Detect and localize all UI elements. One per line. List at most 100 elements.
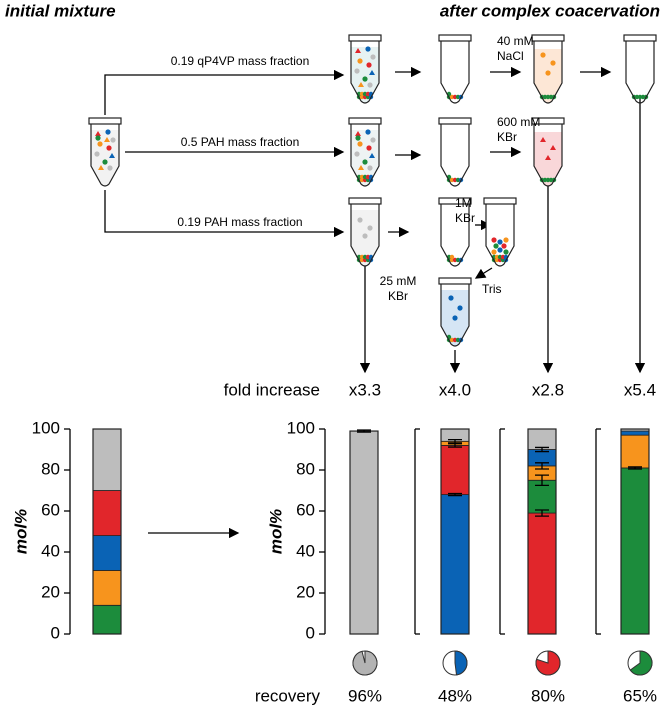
tube-body <box>350 41 380 104</box>
tube-dot <box>448 295 454 301</box>
y-tick-label: 40 <box>41 541 60 560</box>
tube-dot <box>102 159 108 165</box>
bar-segment <box>349 430 379 635</box>
y-tick-label: 0 <box>51 623 60 642</box>
tube-dot <box>545 70 551 76</box>
tube <box>438 277 472 347</box>
tube-body <box>533 124 563 187</box>
tube-dot <box>452 315 458 321</box>
tube-body <box>350 124 380 187</box>
pie-wedge <box>629 650 653 676</box>
tube-dot <box>355 48 361 53</box>
tube <box>531 117 565 187</box>
tube-dot <box>105 129 111 135</box>
y-tick-label: 20 <box>41 582 60 601</box>
tube-dot <box>355 135 361 141</box>
tube-cap <box>348 117 382 125</box>
recovery-value: 65% <box>623 686 657 705</box>
tube <box>438 197 472 267</box>
tube-cap <box>438 34 472 42</box>
tube <box>88 117 122 187</box>
pie-wedge <box>535 650 561 676</box>
bar-outline <box>92 428 122 635</box>
error-bar <box>535 509 549 517</box>
tube-cap <box>88 117 122 125</box>
tube-dot <box>366 145 372 151</box>
tube-body <box>440 284 470 347</box>
fold-label: fold increase <box>224 380 320 399</box>
tube-dot <box>491 237 497 243</box>
tube-body <box>90 124 120 187</box>
tube-body <box>350 204 380 267</box>
bar-segment <box>92 490 122 536</box>
tube-dot <box>95 131 101 136</box>
error-bar <box>535 462 549 470</box>
tube-cap <box>483 197 517 205</box>
tube-dot <box>354 68 360 74</box>
tube-dot <box>370 54 376 60</box>
bar-outline <box>620 428 650 635</box>
fold-value: x3.3 <box>349 380 381 399</box>
tube <box>531 34 565 104</box>
y-tick-label: 40 <box>296 541 315 560</box>
bar-segment <box>527 428 557 450</box>
reagent-label: KBr <box>497 130 517 144</box>
y-tick-label: 0 <box>306 623 315 642</box>
tube-dot <box>110 137 116 143</box>
reagent-label: 1M <box>455 196 472 210</box>
tube <box>348 34 382 104</box>
reagent-label: 40 mM <box>497 34 534 48</box>
recovery-value: 48% <box>438 686 472 705</box>
error-bar <box>628 466 642 470</box>
tube-body <box>440 124 470 187</box>
tube-dot <box>354 151 360 157</box>
tube-dot <box>369 153 375 158</box>
tube-dot <box>365 129 371 135</box>
tube-dot <box>362 159 368 165</box>
route-label: 0.5 PAH mass fraction <box>181 135 300 149</box>
error-bar <box>448 492 462 497</box>
tube-dot <box>362 76 368 82</box>
recovery-value: 80% <box>531 686 565 705</box>
tube <box>623 34 657 104</box>
tube-dot <box>493 243 499 249</box>
bar-outline <box>440 428 470 635</box>
tube-dot <box>355 131 361 136</box>
y-tick-label: 20 <box>296 582 315 601</box>
tube-cap <box>348 34 382 42</box>
tube-dot <box>497 247 503 253</box>
reagent-label: 25 mM <box>380 274 417 288</box>
reagent-label: 600 mM <box>497 115 540 129</box>
bar-segment <box>92 570 122 606</box>
tube-dot <box>457 305 463 311</box>
reagent-label: Tris <box>482 282 502 296</box>
tube-dot <box>491 249 497 255</box>
tube-dot <box>501 243 507 249</box>
bar-segment <box>620 430 650 436</box>
tube <box>483 197 517 267</box>
tube-cap <box>438 117 472 125</box>
tube-dot <box>503 249 509 255</box>
tube-dot <box>367 225 373 231</box>
arrows <box>104 66 646 539</box>
tube-dot <box>497 239 503 245</box>
fold-value: x2.8 <box>532 380 564 399</box>
route-label: 0.19 qP4VP mass fraction <box>171 54 310 68</box>
bar-segment <box>92 604 122 635</box>
y-tick-label: 60 <box>296 500 315 519</box>
y-tick-label: 80 <box>41 459 60 478</box>
y-axis-label: mol% <box>266 509 285 554</box>
tube-pellet <box>449 254 455 260</box>
tube-dot <box>540 137 546 142</box>
tube-dot <box>357 141 363 147</box>
tube-dot <box>97 141 103 147</box>
tube-cap <box>531 117 565 125</box>
tube-body <box>625 41 655 104</box>
error-bar <box>535 474 549 487</box>
tube-dot <box>98 165 104 170</box>
tube-dot <box>109 153 115 158</box>
y-axis-label: mol% <box>11 509 30 554</box>
tube-dot <box>358 82 364 87</box>
tube-dot <box>545 155 551 160</box>
